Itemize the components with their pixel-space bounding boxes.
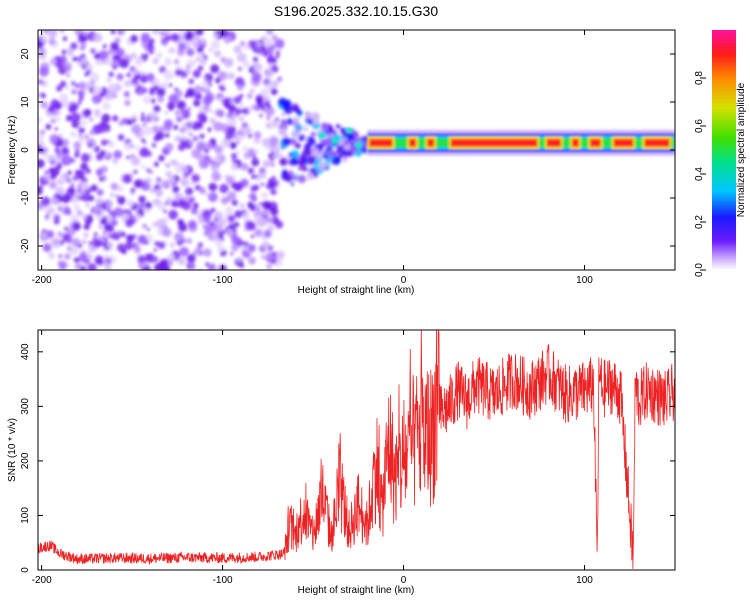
snr-ytick-label: 200 bbox=[20, 452, 31, 469]
snr-plot: -200 -100 0 100 0 100 200 300 400 Height of str… bbox=[7, 329, 676, 596]
snr-xtick-label: -200 bbox=[32, 575, 52, 586]
spectrogram-ytick-label: 10 bbox=[20, 96, 31, 108]
colorbar-tick-label: 0.0 bbox=[694, 263, 705, 277]
snr-ytick-label: 100 bbox=[20, 507, 31, 524]
spectrogram-xtick-label: 100 bbox=[576, 275, 593, 286]
spectrogram-ytick-label: -10 bbox=[20, 190, 31, 205]
spectrogram-ytick-label: 0 bbox=[20, 147, 31, 153]
figure-title: S196.2025.332.10.15.G30 bbox=[274, 3, 438, 19]
snr-xtick-label: -100 bbox=[213, 575, 233, 586]
colorbar-tick-label: 0.4 bbox=[694, 167, 705, 181]
snr-x-label: Height of straight line (km) bbox=[298, 585, 415, 596]
colorbar-ticks: 0.0 0.2 0.4 0.6 0.8 bbox=[694, 71, 706, 277]
snr-frame bbox=[37, 329, 676, 571]
snr-y-label: SNR (10 * v/v) bbox=[7, 418, 18, 482]
snr-ytick-label: 0 bbox=[20, 567, 31, 573]
snr-x-ticks: -200 -100 0 100 bbox=[32, 330, 593, 586]
colorbar-label: Normalized spectral amplitude bbox=[736, 82, 747, 217]
snr-ytick-label: 400 bbox=[20, 343, 31, 360]
spectrogram-xtick-label: -100 bbox=[213, 275, 233, 286]
band-layers bbox=[318, 127, 675, 156]
snr-xtick-label: 0 bbox=[401, 575, 407, 586]
spectrogram-x-label: Height of straight line (km) bbox=[298, 285, 415, 296]
snr-series-line bbox=[38, 330, 675, 569]
colorbar-gradient bbox=[712, 30, 736, 270]
snr-y-ticks: 0 100 200 300 400 bbox=[20, 343, 675, 573]
colorbar: 0.0 0.2 0.4 0.6 0.8 Normalized spectral ampl… bbox=[694, 30, 747, 277]
spectrogram-ytick-label: -20 bbox=[20, 238, 31, 253]
snr-ytick-label: 300 bbox=[20, 398, 31, 415]
spectrogram-noise bbox=[38, 30, 674, 270]
spectrogram-xtick-label: -200 bbox=[32, 275, 52, 286]
colorbar-tick-label: 0.8 bbox=[694, 71, 705, 85]
spectrogram-ytick-label: 20 bbox=[20, 48, 31, 60]
colorbar-tick-label: 0.6 bbox=[694, 119, 705, 133]
spectrogram-y-ticks: -20 -10 0 10 20 bbox=[20, 48, 675, 253]
colorbar-tick-label: 0.2 bbox=[694, 215, 705, 229]
spectrogram-signal-band bbox=[318, 127, 675, 156]
noise-speckles bbox=[38, 30, 674, 270]
spectrogram-y-label: Frequency (Hz) bbox=[7, 116, 18, 185]
spectrogram-xtick-label: 0 bbox=[401, 275, 407, 286]
spectrogram-x-ticks: -200 -100 0 100 bbox=[32, 30, 593, 286]
snr-xtick-label: 100 bbox=[576, 575, 593, 586]
